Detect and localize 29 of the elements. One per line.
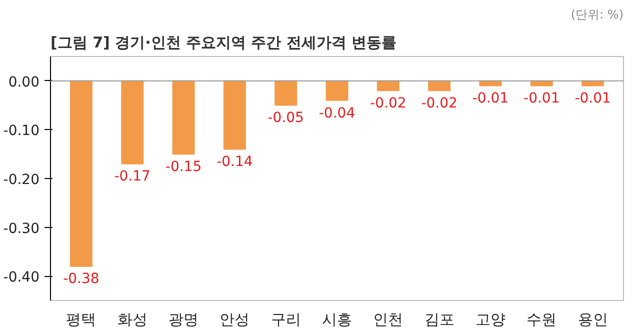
x-tick-label: 화성 xyxy=(117,312,148,328)
data-label: -0.14 xyxy=(216,154,253,170)
data-label: -0.38 xyxy=(63,271,100,288)
x-tick-label: 인천 xyxy=(373,312,404,328)
x-tick-label: 수원 xyxy=(526,312,557,328)
y-tick-label: -0.10 xyxy=(3,123,40,140)
y-tick-label: -0.40 xyxy=(3,270,40,286)
data-label: -0.02 xyxy=(370,96,406,112)
data-label: -0.15 xyxy=(165,158,202,175)
y-tick-label: -0.20 xyxy=(3,172,40,188)
y-tick-label: 0.00 xyxy=(8,74,40,90)
data-label: -0.17 xyxy=(114,168,150,185)
data-label: -0.01 xyxy=(524,90,560,107)
chart-title: [그림 7] 경기·인천 주요지역 주간 전세가격 변동률 xyxy=(50,34,397,52)
x-tick-label: 고양 xyxy=(475,312,506,328)
x-tick-label: 시흥 xyxy=(322,312,352,328)
data-label: -0.05 xyxy=(268,110,304,126)
x-tick-label: 안성 xyxy=(220,312,250,328)
x-tick-label: 용인 xyxy=(578,312,608,328)
x-tick-label: 평택 xyxy=(66,312,96,328)
data-label: -0.01 xyxy=(472,90,509,107)
data-label: -0.04 xyxy=(318,105,356,122)
data-label: -0.01 xyxy=(574,90,611,107)
x-tick-label: 광명 xyxy=(168,312,199,328)
x-tick-label: 김포 xyxy=(424,312,454,328)
y-tick-label: -0.30 xyxy=(3,220,40,237)
text: (단위: %) xyxy=(570,8,624,22)
data-label: -0.02 xyxy=(421,96,458,112)
x-tick-label: 구리 xyxy=(270,312,301,328)
